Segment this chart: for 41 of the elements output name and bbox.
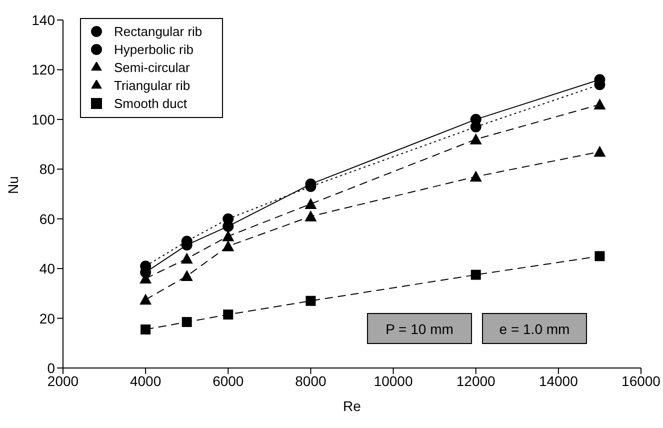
x-tick-label: 12000 [456,372,496,389]
y-tick-label: 40 [39,260,56,277]
y-tick-label: 80 [39,161,56,178]
y-tick-label: 20 [39,310,56,326]
y-axis-title: Nu [4,176,21,194]
legend-label: Hyperbolic rib [114,42,194,57]
x-tick-label: 4000 [130,372,162,389]
legend-label: Triangular rib [114,78,190,93]
annotation: P = 10 mm [367,313,472,344]
point [140,294,152,305]
point [306,296,316,306]
annotation: e = 1.0 mm [482,313,587,344]
point [180,270,193,282]
point [140,324,151,334]
point [470,133,482,144]
y-tick-label: 60 [39,210,56,227]
x-tick-label: 14000 [538,372,578,389]
point [222,230,234,242]
point [223,310,234,320]
point [594,251,605,262]
y-tick-label: 140 [32,12,56,28]
x-tick-label: 6000 [212,372,244,389]
point [470,170,482,182]
y-tick-label: 100 [32,111,56,128]
legend-label: Semi-circular [114,60,190,75]
point [180,252,193,264]
point [304,198,317,209]
legend-label: Rectangular rib [114,24,202,39]
point [182,317,192,328]
x-axis-title: Re [343,398,362,414]
x-tick-label: 8000 [295,372,326,389]
point [470,270,481,280]
point [304,210,317,222]
point [594,146,606,157]
point [222,240,234,252]
point [222,213,234,224]
legend-label: Smooth duct [114,96,187,111]
y-tick-label: 120 [32,62,56,78]
x-tick-label: 10000 [374,372,413,389]
point [594,98,606,110]
x-tick-label: 16000 [622,372,661,389]
